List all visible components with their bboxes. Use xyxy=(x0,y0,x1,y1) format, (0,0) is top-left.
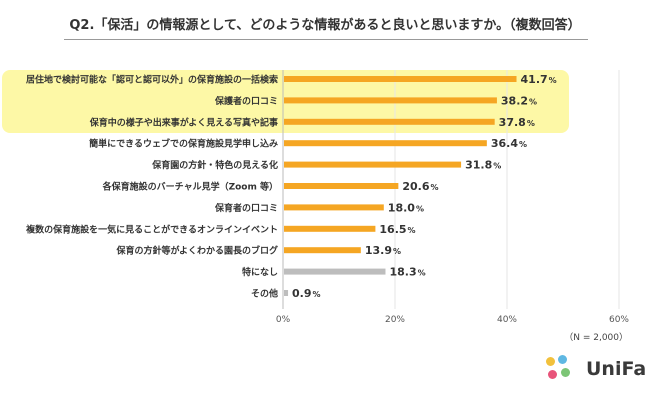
category-label: 保育者の口コミ xyxy=(214,202,278,214)
value-unit: % xyxy=(529,97,537,106)
logo-dot-icon xyxy=(548,370,557,379)
logo-text: UniFa xyxy=(586,358,647,380)
value-unit: % xyxy=(418,269,426,278)
logo-dot-icon xyxy=(546,357,555,366)
value-label: 38.2% xyxy=(501,94,537,107)
x-tick-label: 40% xyxy=(497,315,517,325)
category-label: 簡単にできるウェブでの保育施設見学申し込み xyxy=(89,138,278,150)
chart-title: Q2.「保活」の情報源として、どのような情報があると良いと思いますか。（複数回答… xyxy=(69,18,581,33)
value-unit: % xyxy=(416,204,424,213)
value-unit: % xyxy=(408,226,416,235)
value-label: 18.0% xyxy=(388,201,424,214)
category-label: その他 xyxy=(251,288,278,300)
value-unit: % xyxy=(431,183,439,192)
x-tick-label: 0% xyxy=(276,315,291,325)
bar xyxy=(284,140,487,147)
bar xyxy=(284,268,386,275)
value-unit: % xyxy=(393,247,401,256)
value-unit: % xyxy=(549,76,557,85)
category-label: 居住地で検討可能な「認可と認可以外」の保育施設の一括検索 xyxy=(26,74,278,86)
value-label: 13.9% xyxy=(365,244,401,257)
x-tick-label: 60% xyxy=(609,315,629,325)
bar xyxy=(284,204,384,211)
value-label: 20.6% xyxy=(402,180,438,193)
bar xyxy=(284,76,517,82)
value-label: 31.8% xyxy=(465,159,501,172)
bar xyxy=(284,161,462,168)
value-unit: % xyxy=(313,290,321,299)
value-label: 0.9% xyxy=(292,287,321,300)
category-label: 保育中の様子や出来事がよく見える写真や記事 xyxy=(89,116,278,128)
sample-size-note: （N = 2,000） xyxy=(564,333,628,343)
value-unit: % xyxy=(527,119,535,128)
value-unit: % xyxy=(493,162,501,171)
category-label: 複数の保育施設を一気に見ることができるオンラインイベント xyxy=(25,223,278,235)
x-tick-label: 20% xyxy=(385,315,405,325)
bar xyxy=(284,290,289,296)
category-label: 保育園の方針・特色の見える化 xyxy=(151,159,278,171)
logo-dot-icon xyxy=(558,355,567,364)
value-unit: % xyxy=(519,140,527,149)
title-underline xyxy=(64,39,588,40)
bar xyxy=(284,183,399,189)
category-label: 保護者の口コミ xyxy=(214,95,278,107)
bar xyxy=(284,97,497,104)
value-label: 36.4% xyxy=(491,137,527,150)
bar xyxy=(284,247,361,254)
bar xyxy=(284,118,495,125)
category-label: 保育の方針等がよくわかる園長のブログ xyxy=(115,245,278,257)
value-label: 16.5% xyxy=(379,223,415,236)
category-label: 特になし xyxy=(242,266,278,278)
logo-dot-icon xyxy=(561,368,570,377)
value-label: 18.3% xyxy=(389,266,425,279)
category-label: 各保育施設のバーチャル見学（Zoom 等） xyxy=(102,181,278,193)
unifa-logo: UniFa xyxy=(542,351,646,391)
value-label: 37.8% xyxy=(499,116,535,129)
bar xyxy=(284,225,376,232)
value-label: 41.7% xyxy=(521,73,557,86)
